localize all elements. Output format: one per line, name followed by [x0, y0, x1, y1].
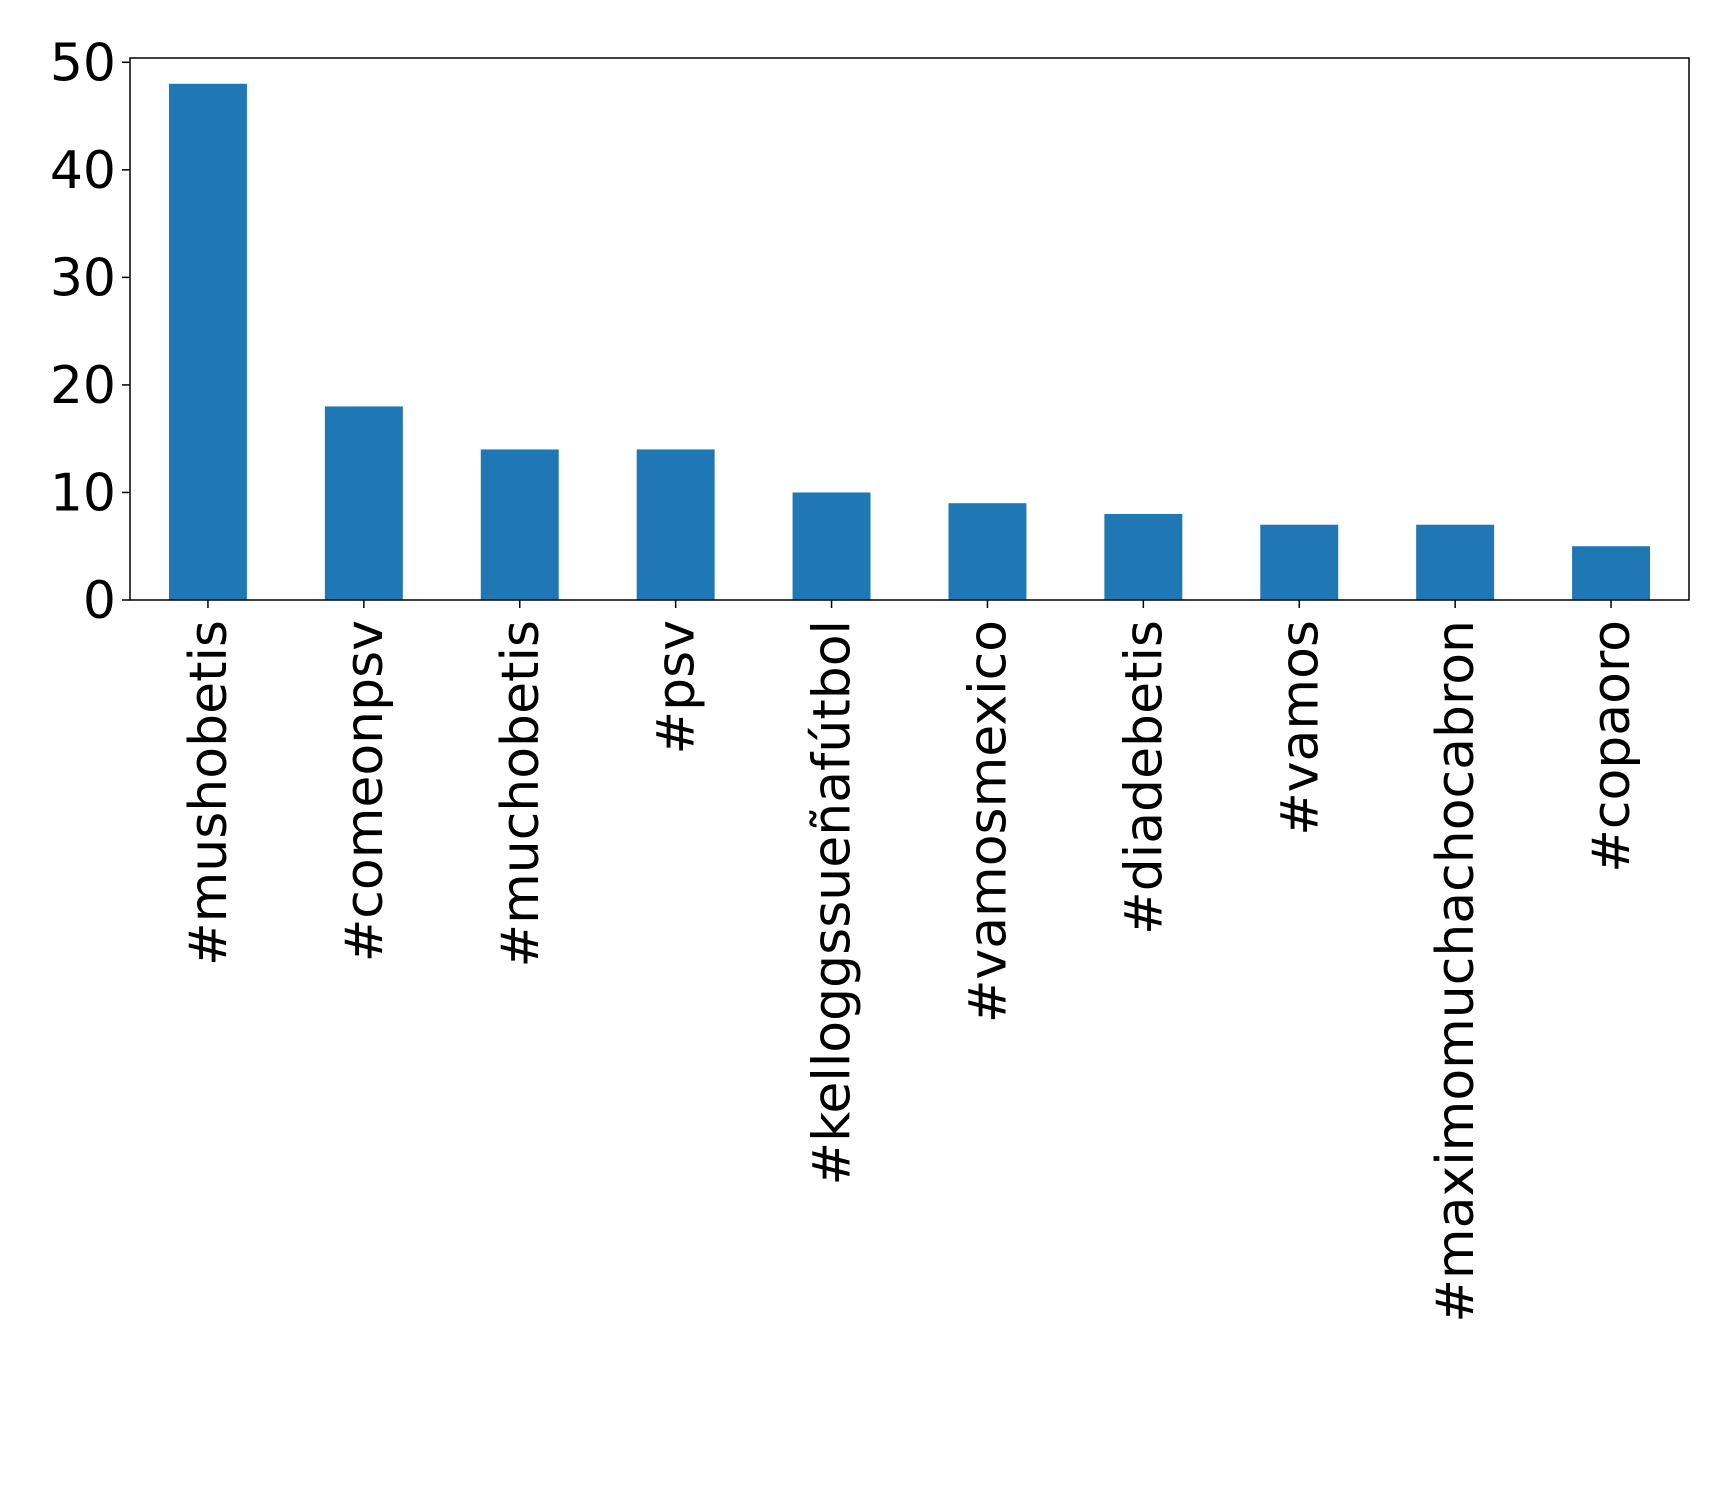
x-axis: #mushobetis #comeonpsv #muchobetis #psv #kel…: [179, 600, 1642, 1323]
bar-8: [1416, 524, 1495, 600]
x-tick-label: #vamos: [1270, 620, 1330, 836]
bar-1: [324, 406, 403, 600]
bar-5: [948, 503, 1027, 600]
y-tick-label: 0: [83, 571, 116, 631]
x-tick-label: #copaoro: [1582, 620, 1642, 873]
y-tick-label: 50: [50, 33, 116, 93]
x-tick-label: #vamosmexico: [958, 620, 1018, 1023]
x-tick-label: #muchobetis: [491, 620, 551, 967]
bar-9: [1572, 546, 1651, 600]
x-tick-label: #diadebetis: [1114, 620, 1174, 935]
x-tick-label: #kelloggssueñafútbol: [803, 620, 863, 1185]
bars-group: [168, 83, 1651, 601]
bar-4: [792, 492, 871, 600]
bar-6: [1104, 513, 1183, 600]
y-tick-label: 30: [50, 248, 116, 308]
x-tick-label: #mushobetis: [179, 620, 239, 966]
y-tick-label: 10: [50, 463, 116, 523]
bar-7: [1260, 524, 1339, 600]
x-tick-label: #maximomuchachocabron: [1426, 620, 1486, 1323]
bar-2: [480, 449, 559, 600]
plot-frame: [129, 57, 1690, 601]
y-axis: 0 10 20 30 40 50: [50, 33, 130, 631]
x-tick-label: #psv: [647, 620, 707, 754]
x-tick-label: #comeonpsv: [335, 620, 395, 962]
bar-0: [168, 83, 247, 601]
bar-3: [636, 449, 715, 600]
y-tick-label: 20: [50, 356, 116, 416]
y-tick-label: 40: [50, 141, 116, 201]
